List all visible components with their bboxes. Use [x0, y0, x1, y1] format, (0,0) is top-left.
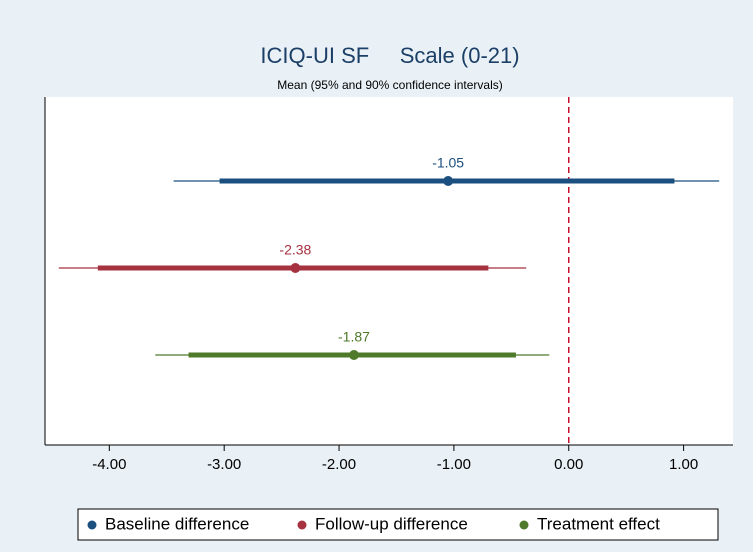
value-label: -1.87 — [338, 329, 370, 345]
x-tick-label: -2.00 — [322, 456, 356, 473]
legend-label: Treatment effect — [537, 514, 660, 533]
mean-point — [443, 176, 454, 186]
legend-marker — [519, 520, 529, 530]
chart-title: ICIQ-UI SF Scale (0-21) — [260, 43, 519, 68]
value-label: -2.38 — [279, 242, 311, 258]
legend-label: Baseline difference — [105, 514, 249, 533]
mean-point — [348, 350, 359, 360]
x-tick-label: -4.00 — [92, 456, 126, 473]
legend — [77, 508, 719, 541]
chart-subtitle: Mean (95% and 90% confidence intervals) — [277, 78, 502, 92]
x-tick-label: 0.00 — [554, 456, 583, 473]
legend-marker — [87, 520, 97, 530]
legend-label: Follow-up difference — [315, 514, 468, 533]
value-label: -1.05 — [432, 155, 464, 171]
legend-marker — [297, 520, 307, 530]
x-tick-label: -3.00 — [207, 456, 241, 473]
plot-area — [45, 97, 733, 445]
x-tick-label: -1.00 — [437, 456, 471, 473]
mean-point — [290, 263, 301, 273]
x-tick-label: 1.00 — [669, 456, 698, 473]
